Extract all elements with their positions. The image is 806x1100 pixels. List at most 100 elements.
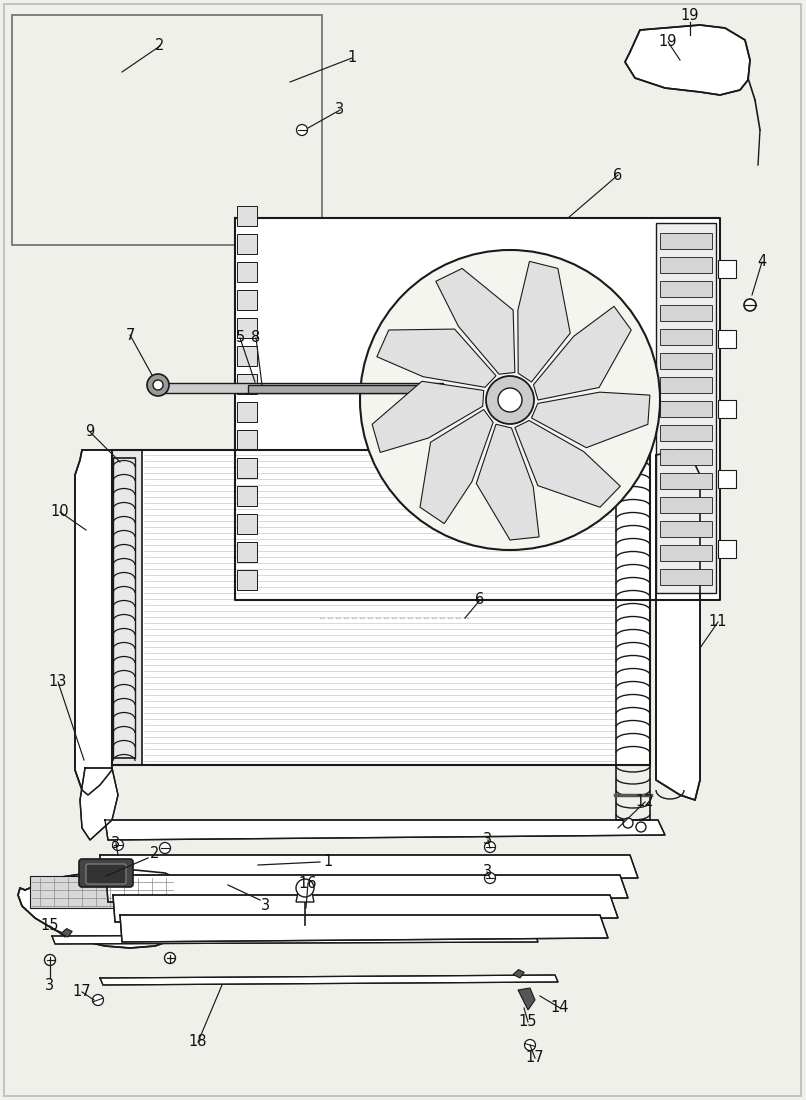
Bar bbox=[660, 497, 712, 513]
Text: 1: 1 bbox=[323, 855, 333, 869]
Circle shape bbox=[486, 376, 534, 424]
Circle shape bbox=[147, 374, 169, 396]
Circle shape bbox=[44, 955, 56, 966]
Text: car   parts: car parts bbox=[256, 546, 544, 594]
Text: 3: 3 bbox=[484, 833, 492, 847]
Polygon shape bbox=[517, 262, 570, 382]
Text: 18: 18 bbox=[189, 1034, 207, 1049]
Polygon shape bbox=[515, 420, 621, 507]
Polygon shape bbox=[100, 975, 558, 984]
Text: 2: 2 bbox=[156, 39, 164, 54]
Circle shape bbox=[484, 872, 496, 883]
Bar bbox=[237, 430, 257, 450]
Bar bbox=[718, 330, 736, 348]
Text: 15: 15 bbox=[41, 918, 60, 934]
Bar bbox=[12, 15, 322, 245]
Polygon shape bbox=[420, 409, 493, 524]
Text: scuderia: scuderia bbox=[206, 481, 593, 559]
Bar bbox=[237, 374, 257, 394]
Polygon shape bbox=[52, 934, 538, 944]
Text: 3: 3 bbox=[260, 898, 269, 913]
Bar bbox=[237, 206, 257, 225]
Bar bbox=[237, 486, 257, 506]
Polygon shape bbox=[120, 915, 608, 942]
Polygon shape bbox=[61, 928, 73, 937]
Bar bbox=[718, 470, 736, 488]
Bar bbox=[660, 544, 712, 561]
Circle shape bbox=[93, 994, 103, 1005]
Bar bbox=[660, 257, 712, 273]
Bar bbox=[660, 521, 712, 537]
Bar bbox=[237, 570, 257, 590]
Circle shape bbox=[153, 379, 163, 390]
Bar bbox=[660, 280, 712, 297]
Circle shape bbox=[113, 839, 123, 850]
Polygon shape bbox=[531, 393, 650, 448]
Text: 13: 13 bbox=[49, 674, 67, 690]
Bar bbox=[656, 223, 716, 593]
Text: 14: 14 bbox=[550, 1001, 569, 1015]
Bar bbox=[237, 542, 257, 562]
Polygon shape bbox=[296, 888, 314, 902]
Text: 17: 17 bbox=[73, 984, 91, 1000]
Bar bbox=[158, 383, 443, 393]
Bar bbox=[237, 318, 257, 338]
Text: 6: 6 bbox=[613, 167, 622, 183]
Bar bbox=[660, 305, 712, 321]
Bar bbox=[237, 290, 257, 310]
Polygon shape bbox=[113, 895, 618, 922]
Text: 1: 1 bbox=[347, 51, 356, 66]
Text: 6: 6 bbox=[476, 593, 484, 607]
Bar bbox=[237, 346, 257, 366]
Polygon shape bbox=[100, 855, 638, 882]
Bar bbox=[660, 449, 712, 465]
Bar bbox=[237, 402, 257, 422]
Polygon shape bbox=[436, 268, 515, 374]
Bar bbox=[718, 400, 736, 418]
Circle shape bbox=[498, 388, 522, 412]
Text: 15: 15 bbox=[519, 1014, 538, 1030]
Text: 19: 19 bbox=[681, 8, 700, 22]
Polygon shape bbox=[80, 768, 118, 840]
Polygon shape bbox=[656, 450, 700, 800]
Text: 19: 19 bbox=[659, 34, 677, 50]
Text: 5: 5 bbox=[235, 330, 245, 345]
Bar bbox=[660, 377, 712, 393]
Circle shape bbox=[623, 818, 633, 828]
Circle shape bbox=[160, 843, 171, 854]
Text: 17: 17 bbox=[526, 1050, 544, 1066]
Polygon shape bbox=[235, 218, 720, 600]
Polygon shape bbox=[105, 820, 665, 840]
Polygon shape bbox=[75, 450, 112, 795]
Polygon shape bbox=[534, 306, 631, 400]
FancyBboxPatch shape bbox=[86, 864, 126, 884]
Text: 3: 3 bbox=[45, 978, 55, 992]
Text: 4: 4 bbox=[758, 254, 767, 270]
Circle shape bbox=[744, 299, 756, 311]
Circle shape bbox=[484, 842, 496, 852]
Polygon shape bbox=[625, 25, 750, 95]
Polygon shape bbox=[106, 874, 628, 902]
Bar bbox=[718, 540, 736, 558]
Polygon shape bbox=[476, 425, 539, 540]
Circle shape bbox=[297, 124, 308, 135]
Circle shape bbox=[296, 879, 314, 896]
Bar bbox=[660, 329, 712, 345]
Bar bbox=[248, 385, 428, 393]
Bar bbox=[660, 425, 712, 441]
Polygon shape bbox=[518, 988, 535, 1010]
FancyBboxPatch shape bbox=[79, 859, 133, 887]
Text: 10: 10 bbox=[51, 505, 69, 519]
Text: 11: 11 bbox=[708, 615, 727, 629]
Bar bbox=[237, 514, 257, 534]
Bar bbox=[112, 450, 142, 764]
Text: 7: 7 bbox=[125, 328, 135, 342]
Bar bbox=[237, 262, 257, 282]
Bar bbox=[718, 260, 736, 278]
Polygon shape bbox=[377, 329, 496, 387]
Text: 3: 3 bbox=[111, 836, 121, 850]
Circle shape bbox=[164, 953, 176, 964]
Bar bbox=[660, 569, 712, 585]
Polygon shape bbox=[513, 969, 524, 978]
Circle shape bbox=[525, 1040, 535, 1050]
